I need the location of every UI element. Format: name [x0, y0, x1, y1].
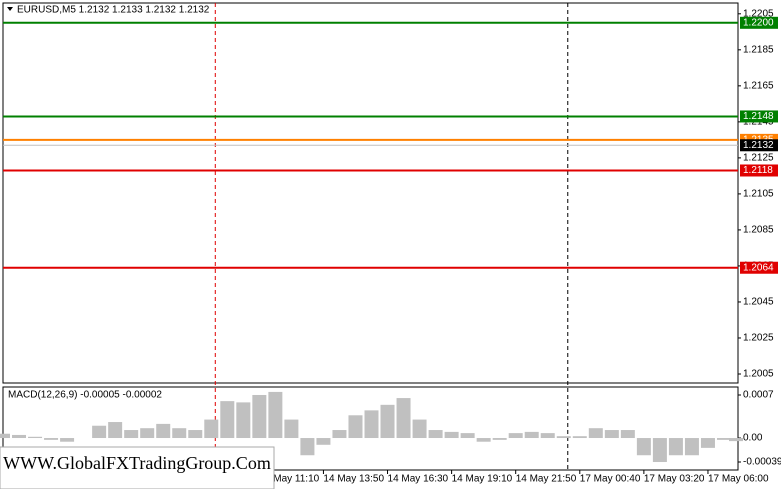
level-label: 1.2064 [743, 262, 774, 273]
histogram-bar [60, 438, 75, 442]
watermark-box [0, 446, 275, 489]
histogram-bar [332, 430, 347, 439]
y-tick-label: 0.0007 [743, 390, 774, 401]
x-tick-label: 14 May 21:50 [516, 474, 577, 485]
histogram-bar [508, 433, 523, 439]
x-tick-label: 14 May 19:10 [452, 474, 513, 485]
macd-frame [2, 386, 739, 471]
level-label: 1.2148 [743, 111, 774, 122]
x-tick-label: 14 May 16:30 [388, 474, 449, 485]
last-price-label: 1.2132 [743, 140, 774, 151]
histogram-bar [636, 438, 651, 456]
x-tick-label: 17 May 00:40 [580, 474, 641, 485]
histogram-bar [252, 394, 267, 439]
histogram-bar [28, 436, 43, 439]
y-tick-label: 1.2125 [743, 153, 774, 164]
histogram-bar [156, 423, 171, 439]
level-label-box [740, 164, 778, 177]
histogram-bar [380, 404, 395, 439]
histogram-bar [300, 438, 315, 456]
histogram-bar [700, 438, 715, 448]
histogram-bar [492, 438, 507, 440]
macd-title: MACD(12,26,9) -0.00005 -0.00002 [8, 390, 162, 401]
histogram-bar [668, 438, 683, 456]
histogram-bar [556, 436, 571, 439]
y-tick-label: 1.2005 [743, 369, 774, 380]
histogram-bar [444, 431, 459, 439]
histogram-bar [220, 401, 235, 439]
histogram-bar [684, 438, 699, 456]
histogram-bar [236, 402, 251, 439]
histogram-bar [728, 438, 743, 442]
histogram-bar [140, 428, 155, 439]
level-label-box [740, 110, 778, 123]
level-label: 1.2118 [743, 165, 773, 176]
y-tick-label: 1.2045 [743, 297, 774, 308]
histogram-bar [652, 438, 667, 463]
histogram-bar [92, 425, 107, 439]
histogram-bar [44, 438, 59, 440]
histogram-bar [108, 422, 123, 439]
y-tick-label: 1.2105 [743, 189, 774, 200]
histogram-bar [524, 431, 539, 439]
histogram-bar [572, 436, 587, 439]
y-tick-label: 1.2085 [743, 225, 774, 236]
histogram-bar [316, 438, 331, 445]
watermark: WWW.GlobalFXTradingGroup.Com [3, 453, 271, 473]
chart-title: EURUSD,M5 1.2132 1.2133 1.2132 1.2132 [17, 5, 210, 16]
histogram-bar [716, 438, 731, 440]
last-price-box [740, 139, 778, 152]
histogram-bar [348, 415, 363, 439]
y-tick-label: 1.2205 [743, 8, 774, 19]
histogram-bar [172, 428, 187, 439]
histogram-bar [588, 428, 603, 439]
y-tick-label: 1.2025 [743, 333, 774, 344]
histogram-bar [364, 410, 379, 439]
x-tick-label: 17 May 03:20 [644, 474, 705, 485]
main-frame [2, 2, 739, 384]
x-tick-label: 17 May 06:00 [708, 474, 769, 485]
histogram-bar [476, 438, 491, 442]
histogram-bar [204, 419, 219, 439]
level-label: 1.2200 [743, 17, 774, 28]
plot-layer: 1.22051.21851.21651.21451.21251.21051.20… [0, 3, 781, 485]
histogram-bar [284, 419, 299, 439]
y-tick-label: 0.00 [743, 433, 763, 444]
histogram-bar [620, 430, 635, 439]
histogram-bar [124, 430, 139, 439]
level-label-box [740, 261, 778, 274]
y-tick-label: -0.00039 [743, 457, 781, 468]
histogram-bar [188, 430, 203, 439]
level-label-box [740, 16, 778, 29]
menu-arrow [7, 7, 13, 11]
y-tick-label: 1.2165 [743, 80, 774, 91]
histogram-bar [412, 419, 427, 439]
histogram-bar [460, 433, 475, 439]
histogram-bar [428, 430, 443, 439]
histogram-bar [604, 430, 619, 439]
histogram-bar [268, 391, 283, 439]
histogram-bar [396, 398, 411, 439]
histogram-bar [12, 434, 27, 439]
x-tick-label: 14 May 11:10 [259, 474, 319, 485]
histogram-bar [0, 433, 10, 439]
histogram-bar [540, 433, 555, 439]
x-tick-label: 14 May 13:50 [323, 474, 384, 485]
y-tick-label: 1.2185 [743, 44, 774, 55]
